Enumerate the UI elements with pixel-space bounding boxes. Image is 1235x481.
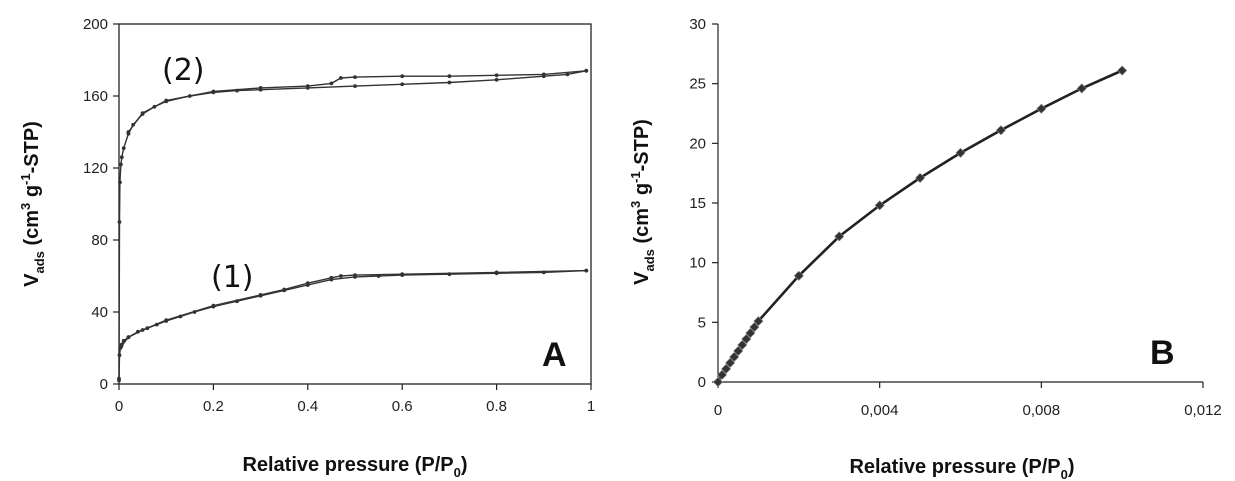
panel-b-diamond-marker	[1117, 65, 1128, 76]
series-2-desorption-point	[400, 74, 405, 79]
series-2-desorption-point	[353, 75, 357, 79]
panel-b-diamond-marker	[717, 369, 728, 380]
panel-b-y-tick-label: 25	[689, 76, 706, 93]
panel-b-diamond-marker	[1076, 83, 1087, 94]
series-1-desorption-line	[120, 269, 587, 347]
panel-b-y-tick-label: 10	[689, 255, 706, 272]
series-1-desorption-point	[584, 268, 589, 273]
series-1-desorption-point	[126, 335, 131, 340]
panel-b-y-axis-title: Vads (cm3 g-1-STP)	[628, 119, 657, 285]
series-1-desorption-point	[211, 303, 216, 308]
series-1-desorption-point	[494, 270, 499, 275]
panel-b-x-tick-label: 0,008	[1023, 402, 1061, 419]
panel-b-diamond-marker	[793, 270, 804, 281]
series-2-desorption-point	[494, 73, 499, 78]
series-2-adsorption-point	[118, 180, 122, 185]
series-2-adsorption-point	[400, 82, 405, 87]
panel-b-diamond-marker	[749, 322, 760, 333]
series-1-desorption-point	[353, 273, 357, 277]
panel-b-diamond-marker	[955, 147, 966, 158]
panel-label-b: B	[1150, 334, 1175, 372]
panel-a-y-tick-label: 40	[91, 304, 108, 321]
panel-b-x-tick-label: 0	[714, 402, 722, 419]
panel-label-a: A	[542, 336, 567, 374]
series-2-desorption-point	[541, 72, 546, 77]
series-1-desorption-point	[282, 287, 287, 292]
series-2-adsorption-point	[117, 376, 121, 381]
panel-a-y-tick-label: 0	[100, 376, 108, 393]
panel-a-y-tick-label: 200	[83, 16, 108, 33]
series-1-desorption-point	[140, 328, 145, 332]
panel-a-x-axis-title: Relative pressure (P/P0)	[242, 454, 467, 480]
panel-b-y-tick-label: 15	[689, 195, 706, 212]
series-1-adsorption-line	[118, 269, 587, 381]
series-2-adsorption-point	[121, 146, 126, 151]
series-1-desorption-point	[305, 281, 310, 286]
curve-label-1: (1)	[211, 260, 254, 295]
panel-b-y-tick-label: 30	[689, 16, 706, 33]
series-2-desorption-line	[127, 70, 587, 133]
series-2-adsorption-point	[447, 80, 452, 85]
series-2-desorption-point	[126, 130, 131, 134]
series-1-desorption-point	[400, 272, 405, 277]
panel-a-x-tick-label: 0.4	[297, 398, 318, 415]
series-2-adsorption-line	[118, 70, 587, 379]
panel-a-x-tick-label: 0.6	[392, 398, 413, 415]
series-2-adsorption-point	[565, 72, 570, 77]
panel-b-diamond-marker	[745, 328, 756, 339]
series-1-desorption-point	[338, 274, 343, 278]
panel-a-x-tick-label: 0.2	[203, 398, 224, 415]
series-2-adsorption-point	[118, 162, 123, 167]
series-2-desorption-point	[338, 76, 343, 80]
panel-a-x-tick-label: 0	[115, 398, 123, 415]
panel-b-diamond-marker	[874, 200, 885, 211]
panel-b-diamond-marker	[729, 351, 740, 362]
panel-a-y-tick-label: 80	[91, 232, 108, 249]
series-2-adsorption-point	[119, 155, 124, 160]
panel-b-diamond-marker	[737, 339, 748, 351]
panel-b-y-tick-label: 20	[689, 135, 706, 152]
series-2-desorption-point	[329, 81, 334, 86]
series-1-desorption-point	[258, 293, 263, 297]
panel-b-diamond-marker	[753, 316, 764, 327]
panel-b-diamond-marker	[1036, 103, 1047, 114]
panel-b-y-tick-label: 5	[698, 314, 706, 331]
series-1-desorption-point	[119, 344, 124, 349]
series-1-desorption-point	[164, 318, 169, 322]
panel-b: 0 5 10 15 20 25 30 0 0,004 0,008 0,012 B Relative …	[628, 16, 1222, 481]
series-2-adsorption-point	[353, 84, 357, 88]
panel-b-series-line	[716, 69, 1123, 383]
panel-a-x-tick-label: 1	[587, 398, 595, 415]
panel-a-y-axis-title: Vads (cm3 g-1-STP)	[18, 121, 47, 287]
series-2-desorption-point	[140, 111, 145, 115]
series-2-adsorption-point	[494, 77, 499, 82]
panel-b-diamond-marker	[733, 345, 744, 356]
panel-b-diamond-marker	[712, 376, 724, 388]
panel-b-x-axis-title: Relative pressure (P/P0)	[849, 456, 1074, 481]
panel-a: 0 40 80 120 160 200 0 0.2 0.4 0.6 0.8 1 (2) (1) A R…	[18, 16, 595, 480]
panel-a-y-tick-label: 160	[83, 88, 108, 105]
series-1-desorption-point	[329, 275, 334, 280]
panel-b-diamond-marker	[741, 334, 752, 345]
series-2-desorption-point	[164, 98, 169, 103]
series-2-adsorption-point	[117, 220, 122, 224]
panel-b-diamond-marker	[834, 231, 845, 242]
panel-b-x-tick-label: 0,004	[861, 402, 899, 419]
panel-a-x-tick-label: 0.8	[486, 398, 507, 415]
series-2-desorption-point	[211, 89, 216, 94]
panel-a-y-tick-label: 120	[83, 160, 108, 177]
panel-b-x-tick-label: 0,012	[1184, 402, 1222, 419]
panel-b-diamond-marker	[915, 172, 926, 183]
panel-b-diamond-marker	[725, 357, 736, 368]
panel-b-diamond-marker	[995, 125, 1006, 136]
series-2-desorption-point	[305, 84, 310, 88]
series-2-desorption-point	[447, 74, 452, 79]
panel-b-diamond-marker	[721, 363, 732, 374]
series-2-desorption-point	[258, 86, 263, 90]
curve-label-2: (2)	[162, 53, 205, 88]
panel-b-y-tick-label: 0	[698, 374, 706, 391]
series-2-desorption-point	[584, 68, 589, 73]
